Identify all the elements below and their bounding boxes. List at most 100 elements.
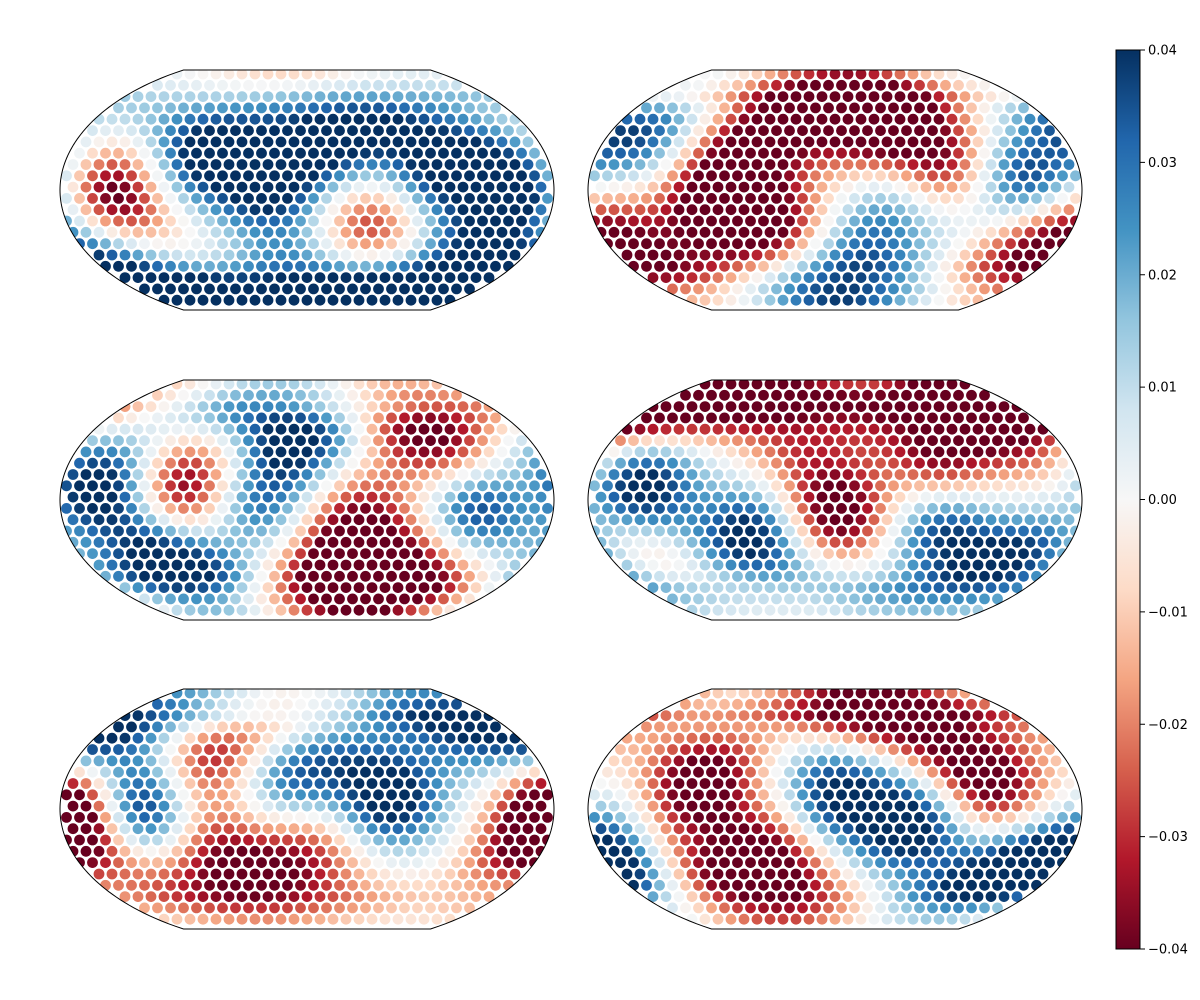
data-point (379, 469, 391, 480)
data-point (751, 272, 763, 283)
data-point (803, 113, 815, 125)
data-point (940, 147, 951, 159)
data-point (178, 193, 189, 204)
data-point (204, 525, 215, 537)
data-point (470, 181, 482, 193)
data-point (191, 812, 202, 823)
data-point (933, 446, 945, 458)
data-point (256, 503, 267, 514)
data-point (998, 868, 1010, 880)
data-point (920, 536, 932, 548)
data-point (842, 536, 854, 548)
data-point (940, 480, 951, 492)
data-point (764, 181, 776, 193)
data-point (901, 283, 912, 295)
data-point (953, 879, 964, 891)
data-point (392, 536, 404, 548)
data-point (217, 79, 228, 91)
data-point (816, 181, 828, 193)
data-point (119, 536, 131, 548)
data-point (464, 170, 475, 182)
data-point (615, 548, 626, 559)
data-point (979, 548, 990, 559)
data-point (868, 113, 880, 125)
data-point (966, 744, 977, 755)
data-point (301, 249, 313, 261)
data-point (256, 902, 267, 914)
data-point (431, 868, 443, 880)
data-point (100, 503, 111, 514)
data-point (496, 113, 508, 125)
data-point (647, 755, 659, 767)
data-point (641, 125, 652, 136)
data-point (249, 514, 261, 526)
data-point (431, 294, 443, 306)
data-point (386, 389, 397, 401)
data-point (940, 260, 951, 272)
data-point (542, 789, 553, 801)
data-point (829, 272, 841, 283)
data-point (165, 480, 176, 492)
data-point (1044, 457, 1055, 469)
data-point (959, 113, 971, 125)
data-point (496, 823, 508, 835)
data-point (347, 902, 358, 914)
data-point (914, 744, 925, 755)
data-point (647, 226, 659, 238)
data-point (875, 260, 886, 272)
data-point (1024, 204, 1036, 216)
data-point (347, 170, 358, 182)
data-point (732, 902, 743, 914)
data-point (516, 238, 527, 250)
data-point (230, 879, 241, 891)
data-point (985, 136, 997, 148)
data-point (732, 857, 743, 868)
data-point (87, 548, 98, 559)
data-point (927, 766, 938, 778)
data-point (797, 879, 808, 891)
data-point (457, 249, 469, 261)
data-point (634, 136, 646, 148)
data-point (353, 380, 365, 390)
data-point (881, 136, 893, 148)
data-point (392, 226, 404, 238)
data-point (171, 469, 183, 480)
data-point (628, 766, 639, 778)
data-point (621, 559, 633, 571)
data-point (797, 193, 808, 204)
data-point (399, 548, 410, 559)
data-point (888, 283, 899, 295)
data-point (1011, 755, 1023, 767)
data-point (171, 536, 183, 548)
data-point (106, 514, 118, 526)
data-point (373, 857, 384, 868)
data-point (516, 170, 527, 182)
data-point (496, 136, 508, 148)
data-point (132, 446, 144, 458)
data-point (784, 857, 795, 868)
data-point (680, 125, 691, 136)
data-point (483, 491, 495, 503)
data-point (191, 503, 202, 514)
data-point (100, 193, 111, 204)
data-point (262, 446, 274, 458)
data-point (308, 879, 319, 891)
data-point (301, 294, 313, 306)
data-point (790, 159, 802, 170)
data-point (217, 170, 228, 182)
data-point (933, 891, 945, 902)
data-point (615, 525, 626, 537)
data-point (444, 755, 456, 767)
data-point (1050, 469, 1062, 480)
data-point (412, 525, 423, 537)
data-point (810, 698, 821, 710)
data-point (680, 102, 691, 114)
data-point (836, 744, 847, 755)
data-point (386, 857, 397, 868)
data-point (308, 857, 319, 868)
data-point (145, 226, 157, 238)
data-point (431, 536, 443, 548)
data-point (654, 260, 665, 272)
data-point (158, 469, 170, 480)
data-point (816, 710, 828, 721)
